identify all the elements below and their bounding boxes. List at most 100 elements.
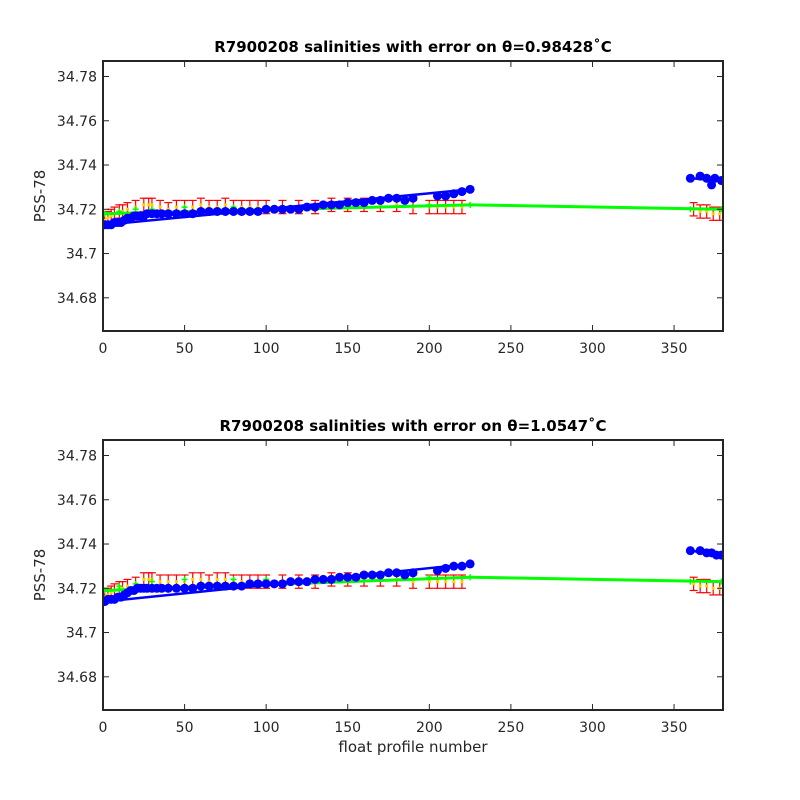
observed-point [261, 204, 271, 214]
error-marker [705, 209, 709, 213]
observed-point [392, 568, 402, 578]
error-marker [174, 205, 178, 209]
observed-point [229, 206, 239, 216]
y-tick-label: 34.78 [57, 448, 97, 464]
observed-point [359, 570, 369, 580]
observed-point [286, 204, 296, 214]
error-marker [223, 577, 227, 581]
observed-point [188, 583, 198, 593]
mapped-point [687, 578, 694, 585]
error-marker [147, 577, 151, 581]
observed-point [326, 574, 336, 584]
error-marker [427, 580, 431, 584]
mapped-point [426, 574, 433, 581]
mapped-point [181, 204, 188, 211]
observed-point [253, 206, 263, 216]
observed-point [220, 581, 230, 591]
error-marker [199, 577, 203, 581]
observed-point [286, 577, 296, 587]
observed-point [441, 563, 451, 573]
observed-point [302, 577, 312, 587]
error-marker [121, 209, 125, 213]
x-tick-label: 0 [99, 341, 108, 357]
error-marker [395, 203, 399, 207]
x-tick-label: 0 [99, 720, 108, 736]
y-tick-label: 34.68 [57, 670, 97, 686]
observed-point [157, 209, 167, 219]
y-tick-label: 34.76 [57, 114, 97, 130]
axes-box [102, 60, 724, 332]
error-marker [125, 584, 129, 588]
error-marker [158, 205, 162, 209]
observed-point [375, 195, 385, 205]
error-marker [705, 584, 709, 588]
observed-point [204, 206, 214, 216]
observed-point [408, 568, 418, 578]
observed-point [204, 581, 214, 591]
error-marker [174, 580, 178, 584]
observed-point [229, 581, 239, 591]
observed-point [441, 191, 451, 201]
y-axis-label: PSS-78 [31, 170, 49, 223]
observed-point [196, 206, 206, 216]
observed-point [220, 206, 230, 216]
x-axis-label: float profile number [338, 738, 488, 756]
y-tick-label: 34.76 [57, 493, 97, 509]
observed-point [375, 570, 385, 580]
observed-point [326, 200, 336, 210]
observed-point [465, 184, 475, 194]
bottom-panel: R7900208 salinities with error on θ=1.05… [31, 417, 724, 756]
observed-point [685, 173, 695, 183]
observed-point [367, 570, 377, 580]
y-tick-label: 34.72 [57, 202, 97, 218]
observed-point [343, 572, 353, 582]
observed-point [212, 206, 222, 216]
mapped-point [467, 201, 474, 208]
observed-point [359, 198, 369, 208]
mapped-point [467, 574, 474, 581]
observed-point [294, 204, 304, 214]
mapped-point [426, 201, 433, 208]
observed-point [351, 572, 361, 582]
x-tick-label: 250 [498, 720, 525, 736]
observed-point [163, 209, 173, 219]
y-tick-label: 34.68 [57, 291, 97, 307]
observed-point [294, 577, 304, 587]
chart-title: R7900208 salinities with error on θ=1.05… [219, 417, 606, 435]
error-marker [411, 580, 415, 584]
axes-box [102, 439, 724, 711]
error-marker [711, 586, 715, 590]
observed-point [171, 209, 181, 219]
observed-point [400, 570, 410, 580]
error-marker [460, 580, 464, 584]
observed-point [432, 191, 442, 201]
observed-point [245, 206, 255, 216]
error-marker [158, 580, 162, 584]
observed-point [196, 581, 206, 591]
error-marker [718, 212, 722, 216]
observed-point [457, 561, 467, 571]
x-tick-label: 300 [579, 341, 606, 357]
x-tick-label: 150 [334, 720, 361, 736]
observed-point [318, 200, 328, 210]
error-marker [109, 214, 113, 218]
x-tick-label: 100 [253, 341, 280, 357]
y-tick-label: 34.7 [66, 626, 97, 642]
x-tick-label: 300 [579, 720, 606, 736]
observed-point [261, 579, 271, 589]
plot-data [103, 171, 723, 230]
y-axis-label: PSS-78 [31, 549, 49, 602]
mapped-point [148, 578, 155, 585]
observed-point [180, 209, 190, 219]
observed-point [163, 583, 173, 593]
y-tick-label: 34.74 [57, 158, 97, 174]
y-tick-label: 34.78 [57, 69, 97, 85]
error-marker [125, 207, 129, 211]
observed-point [269, 204, 279, 214]
mapped-point [687, 206, 694, 213]
mapped-line [470, 203, 722, 211]
error-marker [692, 582, 696, 586]
observed-point [449, 189, 459, 199]
error-marker [711, 212, 715, 216]
